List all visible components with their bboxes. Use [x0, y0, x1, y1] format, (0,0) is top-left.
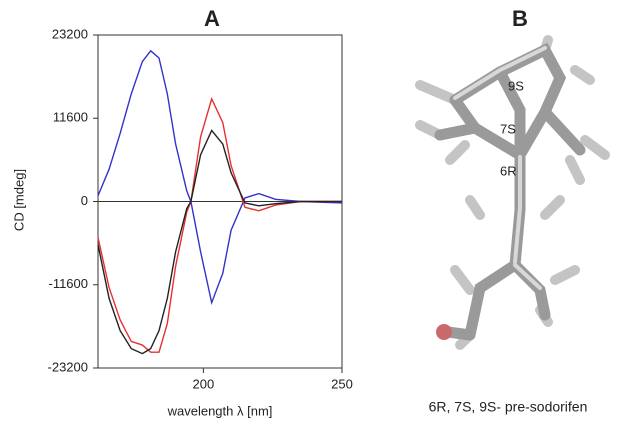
- stereo-label: 7S: [500, 121, 516, 136]
- y-tick-label: -11600: [48, 276, 88, 291]
- oxygen-atom: [436, 324, 452, 340]
- x-axis-label: wavelength λ [nm]: [167, 403, 273, 418]
- series-line: [98, 130, 342, 353]
- stereo-label: 9S: [508, 78, 524, 93]
- y-tick-label: 23200: [52, 26, 88, 41]
- x-tick-label: 250: [331, 376, 353, 391]
- chart-title: A: [204, 6, 220, 31]
- y-tick-label: 11600: [53, 110, 88, 125]
- x-tick-label: 200: [193, 376, 215, 391]
- caption: 6R, 7S, 9S- pre-sodorifen: [429, 399, 588, 415]
- y-tick-label: 0: [81, 193, 88, 208]
- panel-b-title: B: [512, 6, 528, 31]
- y-axis-label: CD [mdeg]: [11, 169, 26, 231]
- series-line: [98, 51, 342, 303]
- stereo-label: 6R: [500, 163, 517, 178]
- series-line: [98, 99, 342, 352]
- figure: B 9S 7S 6R 6R, 7S, 9S- pre-sodorifen A w…: [0, 0, 618, 427]
- y-tick-label: -23200: [48, 359, 88, 374]
